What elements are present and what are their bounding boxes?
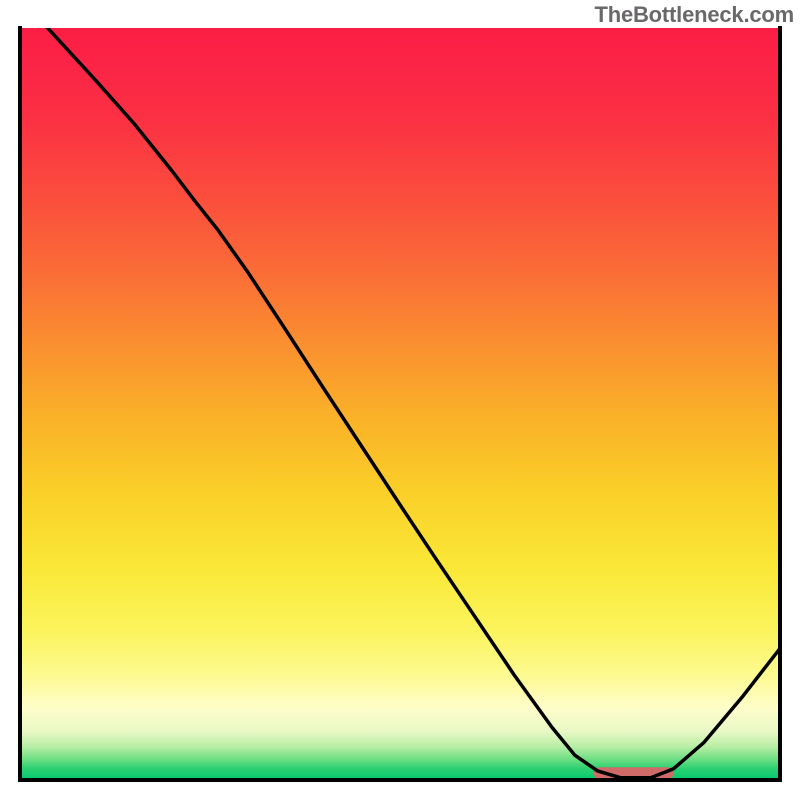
chart-background	[20, 28, 780, 780]
bottleneck-chart	[0, 0, 800, 800]
chart-container: TheBottleneck.com	[0, 0, 800, 800]
watermark-label: TheBottleneck.com	[594, 2, 794, 28]
